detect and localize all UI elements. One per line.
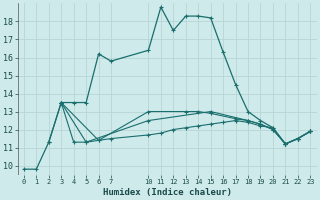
X-axis label: Humidex (Indice chaleur): Humidex (Indice chaleur) (103, 188, 232, 197)
